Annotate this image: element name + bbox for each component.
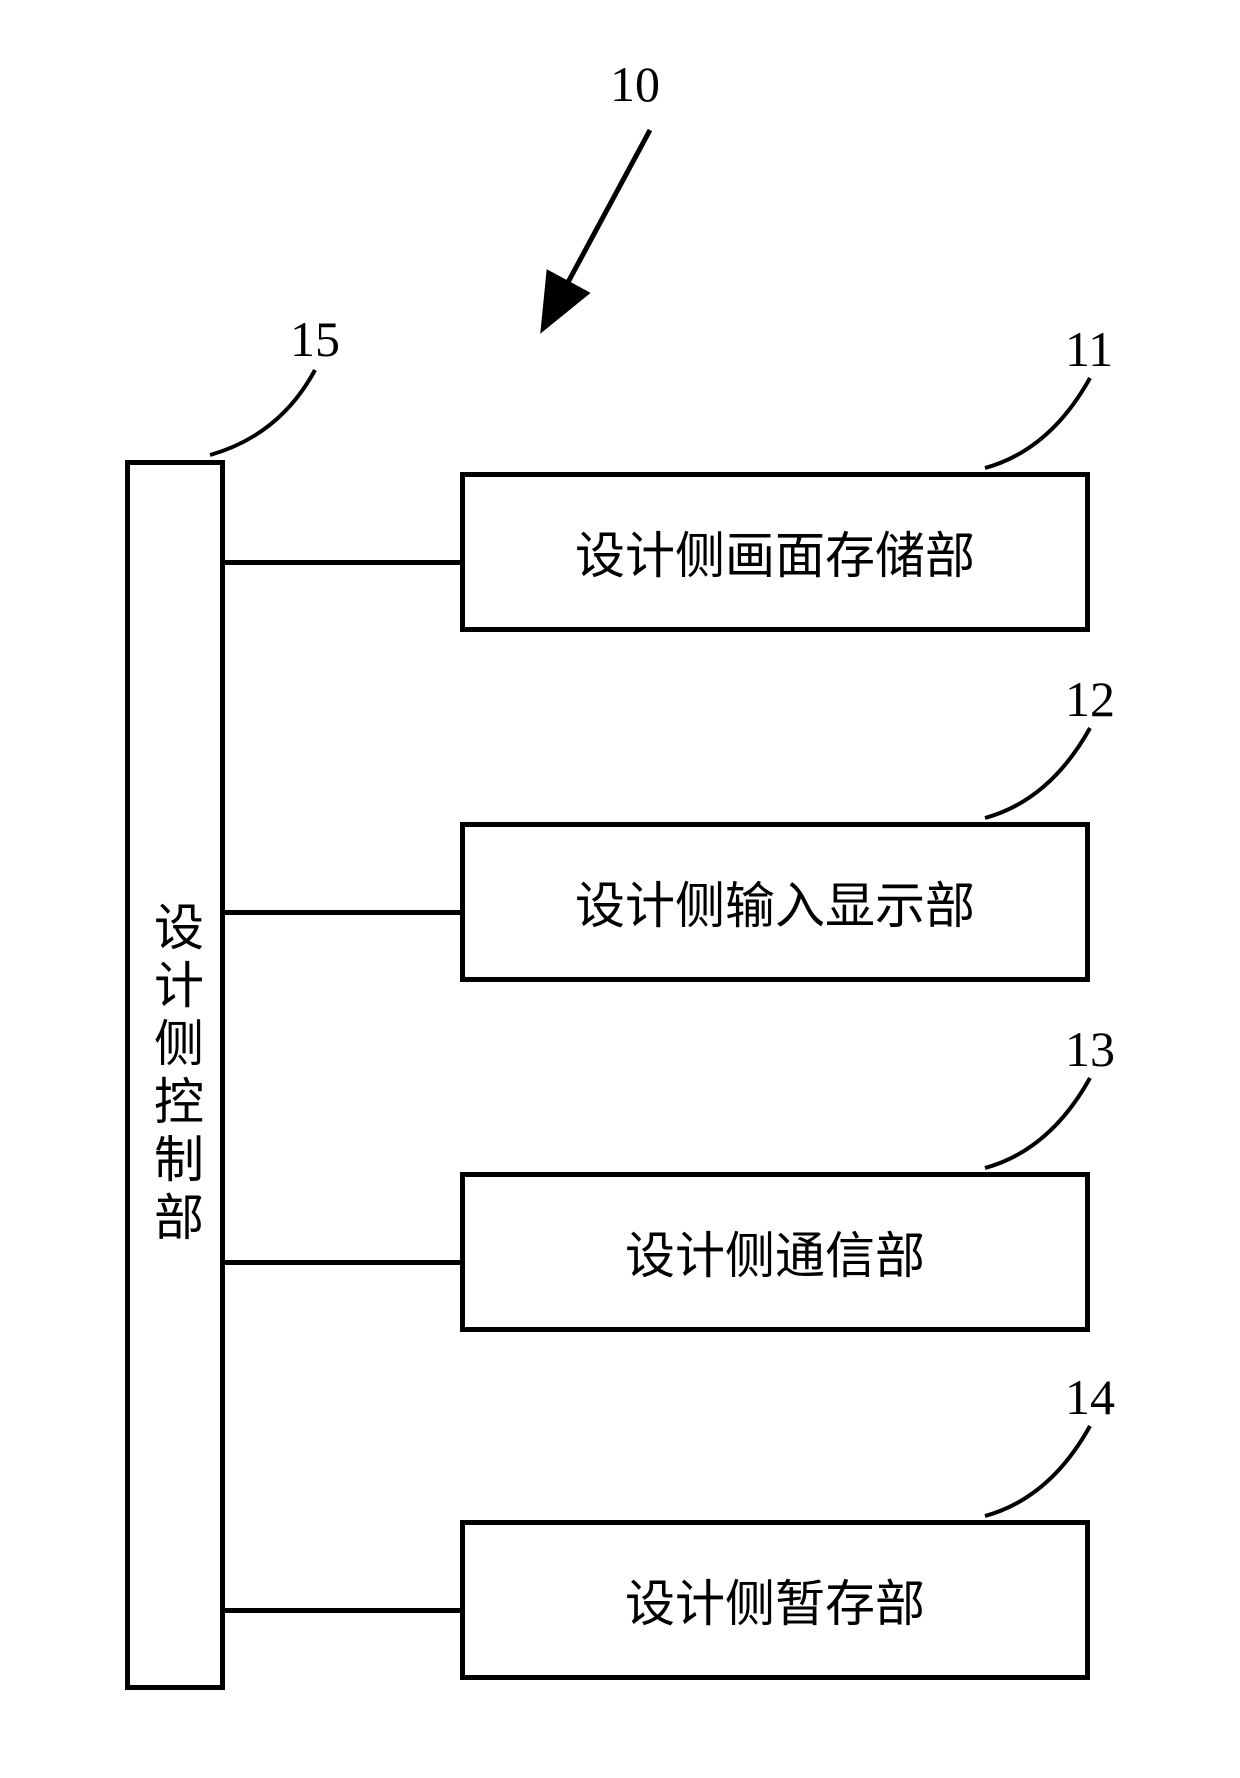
block-diagram: 10 15 设计侧控制部 11 设计侧画面存储部 12 设计侧输入显示部 13 … — [0, 0, 1240, 1778]
block-14-label: 设计侧暂存部 — [625, 1564, 925, 1636]
connector-14 — [225, 1608, 460, 1613]
block-14: 设计侧暂存部 — [460, 1520, 1090, 1680]
block-14-leader-icon — [0, 0, 1240, 1778]
